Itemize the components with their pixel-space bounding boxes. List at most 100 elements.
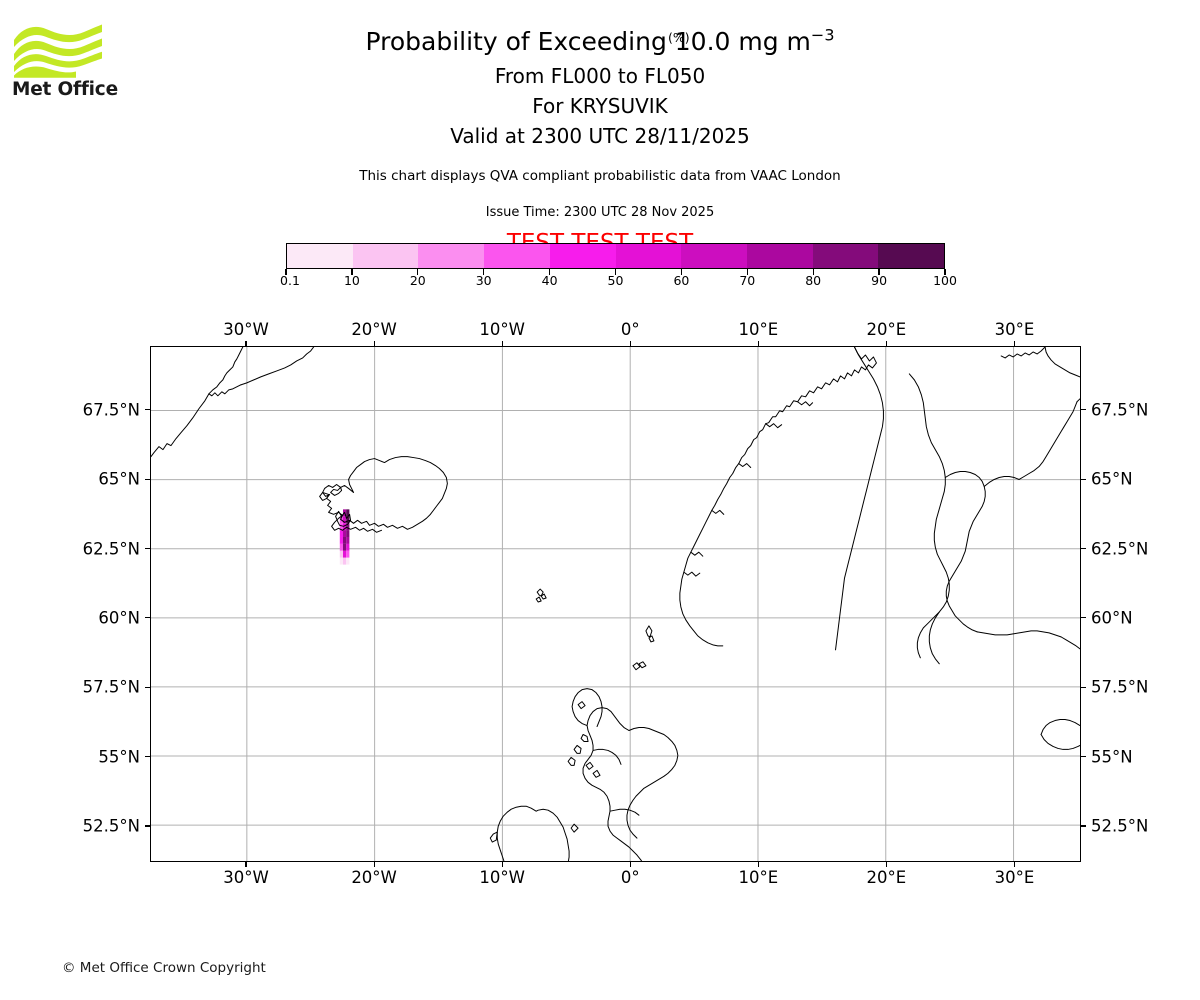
valid-time-subtitle: Valid at 2300 UTC 28/11/2025 <box>450 124 750 148</box>
colorbar-tick-label: 60 <box>673 273 690 288</box>
lon-tick <box>885 341 887 346</box>
copyright-notice: © Met Office Crown Copyright <box>62 960 266 976</box>
lon-tick <box>373 862 375 867</box>
lon-label-bottom: 20°W <box>351 868 397 887</box>
colorbar-band-7 <box>746 244 813 268</box>
ash-cell <box>342 543 347 551</box>
ash-cell <box>342 530 347 537</box>
colorbar-tick-label: 10 <box>343 273 360 288</box>
lat-label-right: 60°N <box>1091 608 1133 628</box>
colorbar-unit-label: (%) <box>668 30 690 45</box>
colorbar-tick-label: 80 <box>805 273 822 288</box>
colorbar-band-3 <box>484 244 550 268</box>
met-office-wave-icon <box>14 24 102 78</box>
colorbar-band-2 <box>418 244 485 268</box>
colorbar-bands <box>286 243 945 269</box>
lat-label-left: 60°N <box>98 608 140 628</box>
lon-label-top: 0° <box>620 320 640 339</box>
met-office-logo-text: Met Office <box>12 79 118 100</box>
lat-tick <box>145 478 150 480</box>
ash-cell <box>339 550 343 558</box>
lon-tick <box>245 341 247 346</box>
colorbar-tick-labels: 0.1 10 20 30 40 50 60 70 80 90 100 <box>280 273 957 291</box>
lon-tick <box>1013 862 1015 867</box>
map-gridlines <box>151 347 1080 861</box>
lon-label-bottom: 30°W <box>223 868 269 887</box>
lon-label-top: 10°W <box>479 320 525 339</box>
lat-tick <box>145 755 150 758</box>
lat-tick <box>1081 825 1086 827</box>
lon-label-top: 30°W <box>223 320 269 339</box>
ash-cell <box>342 550 347 558</box>
lat-label-right: 62.5°N <box>1091 539 1149 559</box>
ash-cell <box>346 543 350 551</box>
colorbar-band-9 <box>878 244 945 268</box>
ash-cell <box>346 557 350 565</box>
lon-label-bottom: 30°E <box>994 868 1035 887</box>
colorbar-ticks <box>285 269 946 275</box>
chart-note: This chart displays QVA compliant probab… <box>359 168 841 184</box>
flight-level-subtitle: From FL000 to FL050 <box>494 64 706 88</box>
map-plot-area[interactable] <box>150 346 1081 862</box>
lat-label-right: 57.5°N <box>1091 677 1149 697</box>
ash-cell <box>346 550 350 558</box>
lat-tick <box>145 409 150 411</box>
coastlines <box>151 347 1080 861</box>
lat-tick <box>145 617 150 619</box>
ash-cell <box>342 516 347 524</box>
ash-cell <box>342 523 347 531</box>
lon-label-bottom: 0° <box>620 868 640 887</box>
location-subtitle: For KRYSUVIK <box>532 94 668 118</box>
lat-tick <box>1081 547 1086 550</box>
ash-cell <box>339 523 343 531</box>
issue-time: Issue Time: 2300 UTC 28 Nov 2025 <box>485 205 715 220</box>
ash-cell <box>339 543 343 551</box>
colorbar-tick <box>944 269 946 275</box>
lon-tick <box>757 341 759 346</box>
ash-cell <box>346 516 350 524</box>
ash-cell <box>339 530 343 537</box>
page-title-exponent: −3 <box>810 25 835 45</box>
lat-label-left: 65°N <box>98 469 140 489</box>
page-title: Probability of Exceeding 10.0 mg m−3 <box>0 25 1200 56</box>
colorbar-tick <box>351 269 353 275</box>
probability-colorbar: 0.1 10 20 30 40 50 60 70 80 90 100 <box>280 243 957 288</box>
ash-cell <box>342 536 347 544</box>
colorbar-band-1 <box>352 244 419 268</box>
lon-tick <box>373 341 375 346</box>
lat-tick <box>1081 617 1086 619</box>
colorbar-tick <box>285 269 287 275</box>
lon-label-top: 20°W <box>351 320 397 339</box>
lat-label-right: 65°N <box>1091 469 1133 489</box>
lon-tick <box>885 862 887 867</box>
lon-tick <box>629 341 631 346</box>
lon-label-bottom: 20°E <box>866 868 907 887</box>
lon-label-bottom: 10°E <box>738 868 779 887</box>
colorbar-tick <box>746 269 748 275</box>
colorbar-band-6 <box>681 244 747 268</box>
colorbar-band-8 <box>812 244 879 268</box>
colorbar-tick <box>614 269 617 275</box>
colorbar-tick <box>417 269 419 275</box>
lon-label-top: 30°E <box>994 320 1035 339</box>
ash-cell <box>346 536 350 544</box>
colorbar-tick-label: 0.1 <box>280 273 300 288</box>
ash-cell <box>346 530 350 537</box>
lat-label-right: 52.5°N <box>1091 816 1149 836</box>
lat-tick <box>1081 478 1086 480</box>
colorbar-tick <box>812 269 814 275</box>
lon-label-bottom: 10°W <box>479 868 525 887</box>
lat-tick <box>145 547 150 550</box>
lat-tick <box>145 825 150 827</box>
ash-cell <box>346 523 350 531</box>
lon-tick <box>501 862 503 867</box>
ash-cell <box>342 557 347 565</box>
page-title-text: Probability of Exceeding 10.0 mg m <box>365 27 811 56</box>
lon-label-top: 10°E <box>738 320 779 339</box>
lat-label-left: 67.5°N <box>82 400 140 420</box>
lon-tick <box>245 862 247 867</box>
lat-label-left: 57.5°N <box>82 677 140 697</box>
lat-label-left: 52.5°N <box>82 816 140 836</box>
colorbar-tick <box>483 269 485 275</box>
lon-tick <box>501 341 503 346</box>
